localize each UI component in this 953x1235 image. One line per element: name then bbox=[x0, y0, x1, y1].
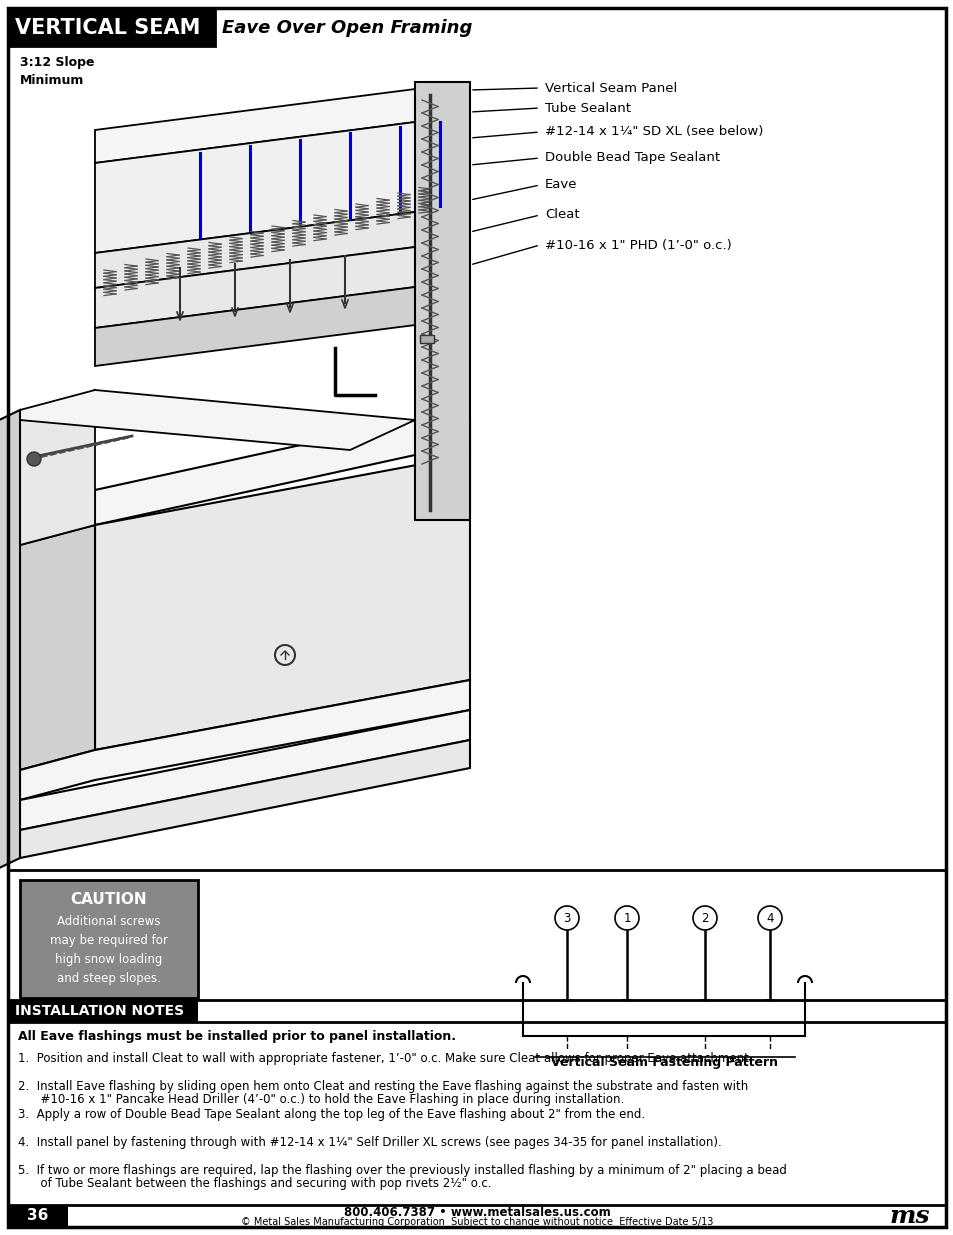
Text: Cleat: Cleat bbox=[544, 209, 579, 221]
Text: CAUTION: CAUTION bbox=[71, 893, 147, 908]
Text: #12-14 x 1¼" SD XL (see below): #12-14 x 1¼" SD XL (see below) bbox=[544, 126, 762, 138]
Polygon shape bbox=[20, 740, 470, 858]
Text: of Tube Sealant between the flashings and securing with pop rivets 2½" o.c.: of Tube Sealant between the flashings an… bbox=[18, 1177, 491, 1191]
Polygon shape bbox=[95, 454, 470, 750]
Polygon shape bbox=[20, 390, 415, 450]
Text: Vertical Seam Panel: Vertical Seam Panel bbox=[544, 82, 677, 95]
Circle shape bbox=[27, 452, 41, 466]
Polygon shape bbox=[20, 525, 95, 769]
Text: 3.  Apply a row of Double Bead Tape Sealant along the top leg of the Eave flashi: 3. Apply a row of Double Bead Tape Seala… bbox=[18, 1108, 644, 1121]
Bar bbox=[8, 1205, 68, 1228]
Text: #10-16 x 1" Pancake Head Driller (4’-0" o.c.) to hold the Eave Flashing in place: #10-16 x 1" Pancake Head Driller (4’-0" … bbox=[18, 1093, 623, 1107]
Polygon shape bbox=[95, 240, 470, 329]
Text: Tube Sealant: Tube Sealant bbox=[544, 101, 630, 115]
Text: © Metal Sales Manufacturing Corporation  Subject to change without notice  Effec: © Metal Sales Manufacturing Corporation … bbox=[240, 1216, 713, 1228]
Text: Additional screws
may be required for
high snow loading
and steep slopes.: Additional screws may be required for hi… bbox=[50, 915, 168, 986]
Text: Eave: Eave bbox=[544, 179, 577, 191]
Polygon shape bbox=[95, 205, 470, 288]
Text: 3:12 Slope
Minimum: 3:12 Slope Minimum bbox=[20, 56, 94, 86]
Text: 5.  If two or more flashings are required, lap the flashing over the previously : 5. If two or more flashings are required… bbox=[18, 1165, 786, 1177]
Text: 2: 2 bbox=[700, 911, 708, 925]
Bar bbox=[8, 1000, 198, 1023]
Bar bbox=[419, 335, 434, 343]
Polygon shape bbox=[95, 82, 470, 163]
Text: All Eave flashings must be installed prior to panel installation.: All Eave flashings must be installed pri… bbox=[18, 1030, 456, 1044]
Bar bbox=[8, 1205, 945, 1228]
Text: 4: 4 bbox=[765, 911, 773, 925]
Bar bbox=[8, 7, 214, 46]
Polygon shape bbox=[95, 115, 470, 253]
Text: VERTICAL SEAM: VERTICAL SEAM bbox=[15, 19, 200, 38]
Text: 4.  Install panel by fastening through with #12-14 x 1¼" Self Driller XL screws : 4. Install panel by fastening through wi… bbox=[18, 1136, 721, 1149]
Text: Eave Over Open Framing: Eave Over Open Framing bbox=[222, 19, 472, 37]
Polygon shape bbox=[0, 410, 20, 869]
Polygon shape bbox=[20, 390, 95, 545]
Polygon shape bbox=[20, 680, 470, 800]
Text: #10-16 x 1" PHD (1’-0" o.c.): #10-16 x 1" PHD (1’-0" o.c.) bbox=[544, 238, 731, 252]
Text: ms: ms bbox=[889, 1204, 929, 1228]
Text: 3: 3 bbox=[562, 911, 570, 925]
Text: INSTALLATION NOTES: INSTALLATION NOTES bbox=[15, 1004, 184, 1018]
Polygon shape bbox=[95, 420, 470, 525]
Text: 1: 1 bbox=[622, 911, 630, 925]
Bar bbox=[20, 881, 198, 998]
Polygon shape bbox=[20, 710, 470, 830]
Text: 2.  Install Eave flashing by sliding open hem onto Cleat and resting the Eave fl: 2. Install Eave flashing by sliding open… bbox=[18, 1079, 747, 1093]
Polygon shape bbox=[95, 280, 470, 366]
Text: 800.406.7387 • www.metalsales.us.com: 800.406.7387 • www.metalsales.us.com bbox=[343, 1205, 610, 1219]
Polygon shape bbox=[415, 82, 470, 520]
Text: 36: 36 bbox=[28, 1209, 49, 1224]
Bar bbox=[8, 1000, 945, 1023]
Text: Vertical Seam Fastening Pattern: Vertical Seam Fastening Pattern bbox=[551, 1056, 778, 1070]
Text: Double Bead Tape Sealant: Double Bead Tape Sealant bbox=[544, 152, 720, 164]
Text: 1.  Position and install Cleat to wall with appropriate fastener, 1’-0" o.c. Mak: 1. Position and install Cleat to wall wi… bbox=[18, 1052, 752, 1065]
